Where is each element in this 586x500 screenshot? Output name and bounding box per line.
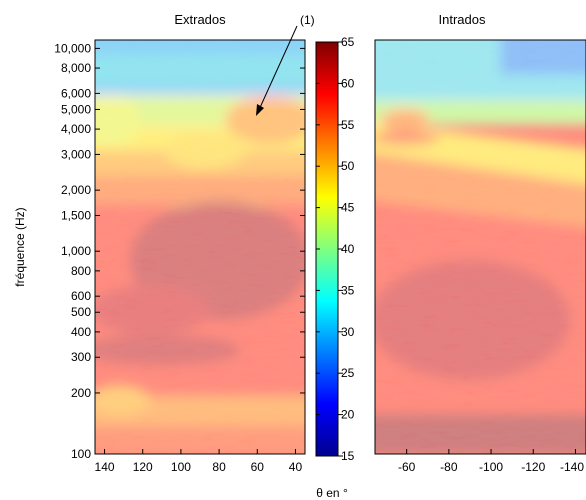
colorbar-tick-label: 55	[341, 118, 355, 132]
x-tick-label: 100	[171, 460, 191, 474]
x-tick-label: -120	[521, 460, 545, 474]
x-tick-label: 140	[95, 460, 115, 474]
y-axis-label: fréquence (Hz)	[13, 207, 27, 286]
x-tick-label: -140	[560, 460, 584, 474]
y-tick-label: 300	[71, 350, 91, 364]
y-tick-label: 400	[71, 325, 91, 339]
colorbar-tick-label: 30	[341, 325, 355, 339]
x-axis-label: θ en °	[316, 486, 348, 500]
x-tick-label: 60	[251, 460, 265, 474]
y-tick-label: 1,500	[61, 208, 91, 222]
y-tick-label: 8,000	[61, 61, 91, 75]
extrados-title: Extrados	[174, 12, 226, 27]
colorbar-tick-label: 40	[341, 242, 355, 256]
y-tick-label: 2,000	[61, 183, 91, 197]
y-tick-label: 500	[71, 305, 91, 319]
extrados-panel: Extrados 100 200 300 400 500 600 800 1,000 1,500…	[13, 12, 380, 474]
intrados-panel: Intrados -60 -80 -100 -120 -140	[374, 12, 586, 474]
annotation-arrow	[257, 25, 298, 113]
colorbar-tick-label: 65	[341, 35, 355, 49]
colorbar: 15 20 25 30 35 40 45 50 55 60 65	[315, 35, 355, 463]
y-tick-label: 5,000	[61, 102, 91, 116]
y-tick-label: 800	[71, 264, 91, 278]
x-tick-label: -80	[440, 460, 458, 474]
x-tick-label: 40	[289, 460, 303, 474]
colorbar-tick-label: 15	[341, 449, 355, 463]
colorbar-tick-label: 50	[341, 159, 355, 173]
intrados-heatmap	[375, 40, 586, 454]
intrados-title: Intrados	[439, 12, 486, 27]
annotation-arrowhead	[256, 104, 264, 116]
y-tick-label: 600	[71, 289, 91, 303]
y-tick-label: 4,000	[61, 122, 91, 136]
x-tick-label: 120	[133, 460, 153, 474]
colorbar-tick-label: 20	[341, 408, 355, 422]
intrados-frame	[374, 39, 586, 455]
annotation-label: (1)	[300, 13, 315, 27]
colorbar-tick-label: 25	[341, 366, 355, 380]
extrados-heatmap	[95, 40, 305, 454]
x-tick-label: 80	[212, 460, 226, 474]
y-tick-label: 200	[71, 386, 91, 400]
extrados-frame	[94, 39, 306, 455]
y-tick-label: 10,000	[54, 41, 91, 55]
y-tick-label: 100	[71, 447, 91, 461]
colorbar-tick-label: 45	[341, 201, 355, 215]
x-tick-label: -60	[398, 460, 416, 474]
colorbar-tick-label: 35	[341, 283, 355, 297]
y-tick-label: 3,000	[61, 147, 91, 161]
x-tick-label: -100	[479, 460, 503, 474]
y-tick-label: 6,000	[61, 86, 91, 100]
colorbar-tick-label: 60	[341, 76, 355, 90]
y-tick-label: 1,000	[61, 244, 91, 258]
